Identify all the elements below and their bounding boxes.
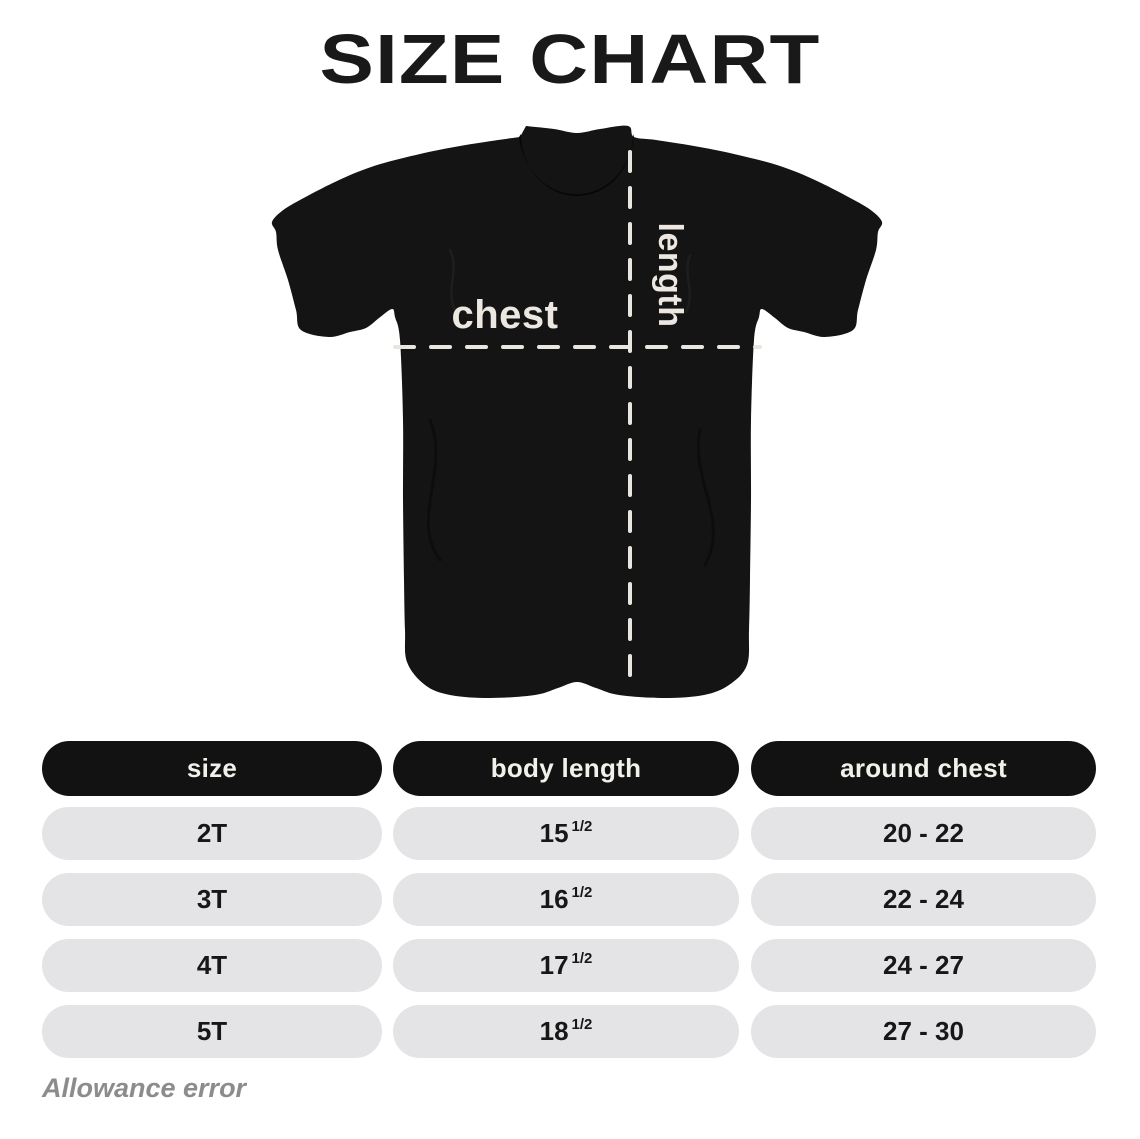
svg-text:chest: chest: [452, 293, 559, 337]
svg-text:length: length: [651, 223, 689, 328]
